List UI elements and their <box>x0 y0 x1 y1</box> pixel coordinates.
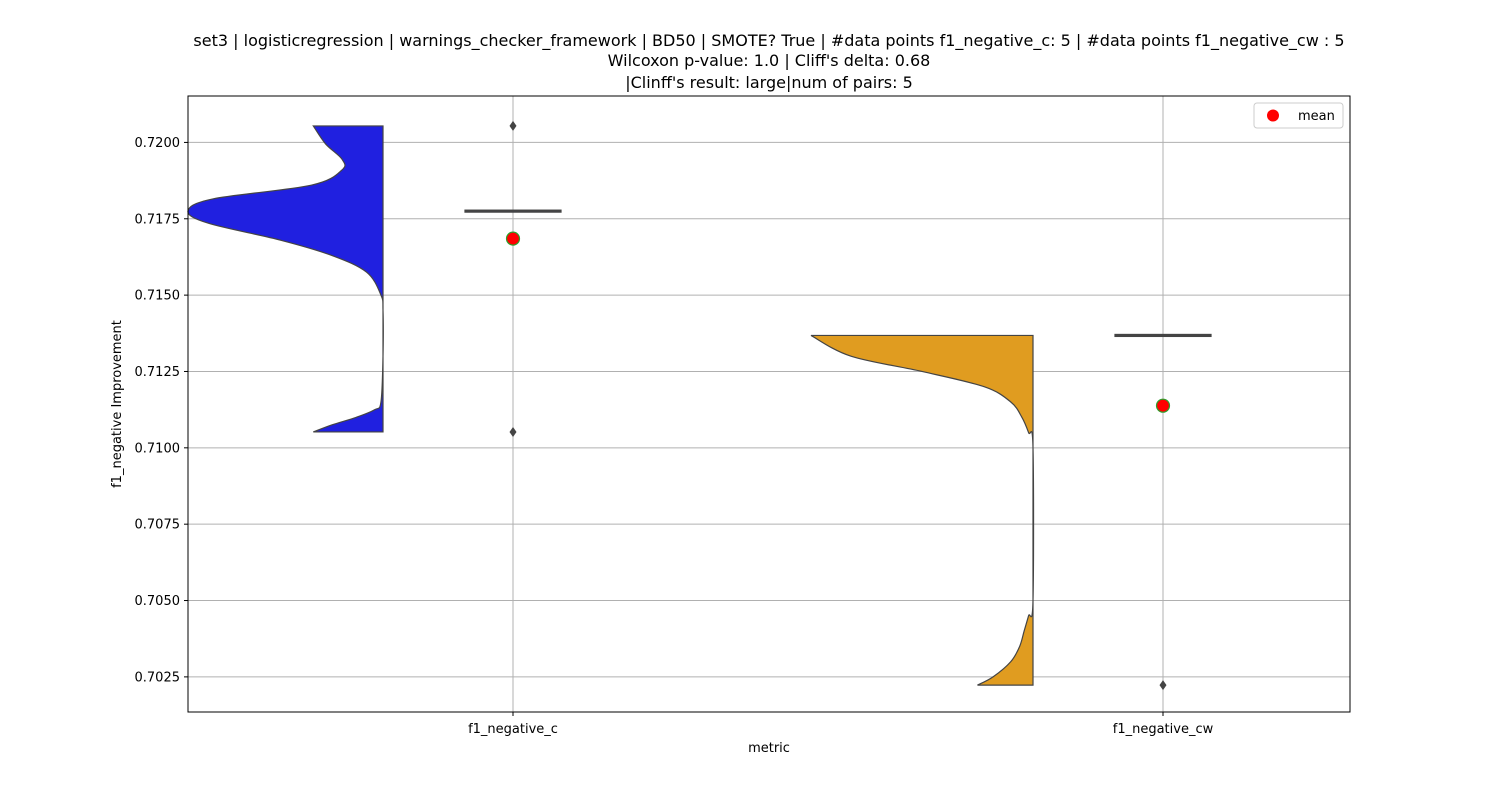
y-tick-label: 0.7100 <box>135 441 181 456</box>
violin-f1_negative_cw <box>810 334 1035 686</box>
plot-frame <box>187 95 1351 713</box>
y-tick-label: 0.7200 <box>135 136 181 151</box>
box-plots <box>464 120 1212 691</box>
y-tick-label: 0.7125 <box>135 365 181 380</box>
x-axis: f1_negative_c f1_negative_cw <box>468 712 1214 737</box>
violin-f1_negative_c <box>187 125 384 433</box>
y-tick-label: 0.7175 <box>135 212 181 227</box>
mean-marker-f1_negative_c <box>505 231 521 246</box>
outlier-point <box>1159 680 1167 691</box>
y-tick-label: 0.7025 <box>135 670 181 685</box>
y-axis-label: f1_negative Improvement <box>110 320 125 488</box>
chart-title-line-1: set3 | logisticregression | warnings_che… <box>193 31 1344 51</box>
chart-title-line-3: |Clinff's result: large|num of pairs: 5 <box>625 73 913 92</box>
chart-title-line-2: Wilcoxon p-value: 1.0 | Cliff's delta: 0… <box>608 51 931 70</box>
outlier-point <box>509 120 517 131</box>
legend-label-mean: mean <box>1298 109 1335 124</box>
y-axis: 0.7025 0.7050 0.7075 0.7100 0.7125 0.7150 0.71… <box>135 136 188 685</box>
y-tick-label: 0.7075 <box>135 518 181 533</box>
x-tick-label: f1_negative_c <box>468 722 558 737</box>
y-tick-label: 0.7150 <box>135 289 181 304</box>
x-tick-label: f1_negative_cw <box>1113 722 1214 737</box>
mean-marker-f1_negative_cw <box>1155 398 1171 413</box>
violins <box>187 125 1035 686</box>
outlier-point <box>509 426 517 437</box>
chart-title: set3 | logisticregression | warnings_che… <box>193 31 1344 92</box>
legend: mean <box>1253 102 1344 129</box>
legend-mean-marker <box>1267 109 1279 122</box>
x-axis-label: metric <box>748 741 790 756</box>
legend-box <box>1253 102 1344 129</box>
y-tick-label: 0.7050 <box>135 594 181 609</box>
